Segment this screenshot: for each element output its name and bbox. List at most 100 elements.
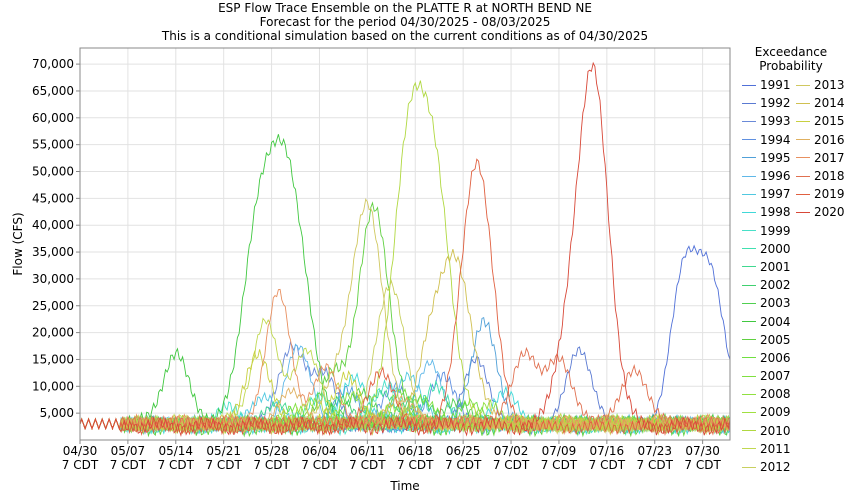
x-tick-label-time: 7 CDT (493, 458, 530, 472)
legend-swatch (742, 139, 756, 141)
legend-label: 1997 (760, 187, 791, 202)
legend-swatch (796, 157, 810, 159)
legend-swatch (796, 193, 810, 195)
legend-swatch (796, 120, 810, 122)
legend-swatch (742, 375, 756, 377)
y-axis-label: Flow (CFS) (11, 212, 25, 275)
legend-item: 2020 (796, 203, 845, 221)
x-tick-label-time: 7 CDT (205, 458, 242, 472)
legend-swatch (742, 248, 756, 250)
series-line-2018 (79, 346, 731, 431)
x-tick-label-time: 7 CDT (158, 458, 195, 472)
series-line-1991 (79, 244, 731, 433)
legend-swatch (742, 448, 756, 450)
y-tick-label: 50,000 (32, 165, 74, 179)
y-tick-label: 55,000 (32, 138, 74, 152)
legend-item: 1996 (742, 167, 791, 185)
legend-label: 2005 (760, 332, 791, 347)
legend-swatch (742, 266, 756, 268)
y-tick-label: 45,000 (32, 191, 74, 205)
legend-label: 1993 (760, 114, 791, 129)
legend-swatch (796, 211, 810, 213)
x-tick-label-time: 7 CDT (445, 458, 482, 472)
series-line-2019 (79, 158, 731, 436)
series-line-2013 (79, 198, 731, 435)
legend-item: 2013 (796, 76, 845, 94)
x-tick-label-date: 05/14 (158, 444, 193, 458)
x-tick-label-date: 05/28 (254, 444, 289, 458)
legend-item: 1999 (742, 222, 791, 240)
legend-label: 1991 (760, 78, 791, 93)
y-tick-label: 70,000 (32, 57, 74, 71)
plot-frame (79, 47, 731, 441)
chart-subtitle-conditions: This is a conditional simulation based o… (161, 29, 649, 43)
y-tick-label: 10,000 (32, 379, 74, 393)
legend-label: 2006 (760, 350, 791, 365)
legend-label: 2017 (814, 150, 845, 165)
legend-item: 2004 (742, 312, 791, 330)
x-tick-label-date: 06/11 (350, 444, 385, 458)
series-lines (79, 61, 731, 438)
x-tick-label-time: 7 CDT (541, 458, 578, 472)
legend-item: 2002 (742, 276, 791, 294)
legend-item: 2010 (742, 422, 791, 440)
legend-label: 1992 (760, 96, 791, 111)
legend-swatch (742, 193, 756, 195)
legend-item: 1998 (742, 203, 791, 221)
legend-swatch (742, 411, 756, 413)
legend-label: 2011 (760, 441, 791, 456)
grid-lines (79, 48, 730, 440)
y-tick-label: 35,000 (32, 245, 74, 259)
legend-item: 1995 (742, 149, 791, 167)
x-tick-label-date: 07/23 (637, 444, 672, 458)
y-tick-label: 5,000 (40, 406, 74, 420)
x-tick-label-date: 05/21 (206, 444, 241, 458)
legend-swatch (742, 430, 756, 432)
legend-label: 1996 (760, 169, 791, 184)
x-tick-label-date: 04/30 (63, 444, 98, 458)
legend-swatch (742, 211, 756, 213)
x-tick-label-date: 07/30 (685, 444, 720, 458)
legend-title: Exceedance (754, 45, 828, 59)
legend-item: 2011 (742, 440, 791, 458)
y-tick-label: 25,000 (32, 299, 74, 313)
legend-item: 2009 (742, 403, 791, 421)
legend-label: 2012 (760, 460, 791, 475)
x-tick-label-time: 7 CDT (684, 458, 721, 472)
series-line-2017 (79, 288, 731, 432)
x-tick-label-date: 06/04 (302, 444, 337, 458)
legend-swatch (796, 175, 810, 177)
legend-item: 2018 (796, 167, 845, 185)
legend-swatch (742, 302, 756, 304)
legend-item: 2019 (796, 185, 845, 203)
y-tick-label: 65,000 (32, 84, 74, 98)
x-tick-label-date: 07/09 (542, 444, 577, 458)
legend-label: 1999 (760, 223, 791, 238)
legend-label: 1998 (760, 205, 791, 220)
legend-item: 1997 (742, 185, 791, 203)
legend-label: 2008 (760, 387, 791, 402)
y-axis-ticks: 5,000 10,000 15,000 20,000 25,000 30,000 35,00… (32, 57, 80, 420)
series-line-2020 (79, 61, 731, 438)
legend-item: 1994 (742, 131, 791, 149)
legend-label: 1995 (760, 150, 791, 165)
legend-item: 2000 (742, 240, 791, 258)
legend-swatch (742, 466, 756, 468)
legend-item: 2016 (796, 131, 845, 149)
legend-label: 1994 (760, 132, 791, 147)
x-tick-label-time: 7 CDT (62, 458, 99, 472)
legend-label: 2003 (760, 296, 791, 311)
chart-subtitle-period: Forecast for the period 04/30/2025 - 08/… (259, 15, 551, 29)
legend-label: 2002 (760, 278, 791, 293)
legend-swatch (796, 84, 810, 86)
legend-swatch (796, 139, 810, 141)
y-tick-label: 15,000 (32, 352, 74, 366)
legend-label: 2004 (760, 314, 791, 329)
legend-swatch (742, 393, 756, 395)
x-tick-label-date: 07/02 (494, 444, 529, 458)
legend-item: 2012 (742, 458, 791, 476)
legend-item: 2001 (742, 258, 791, 276)
legend-label: 2016 (814, 132, 845, 147)
legend-subtitle: Probability (759, 59, 823, 73)
